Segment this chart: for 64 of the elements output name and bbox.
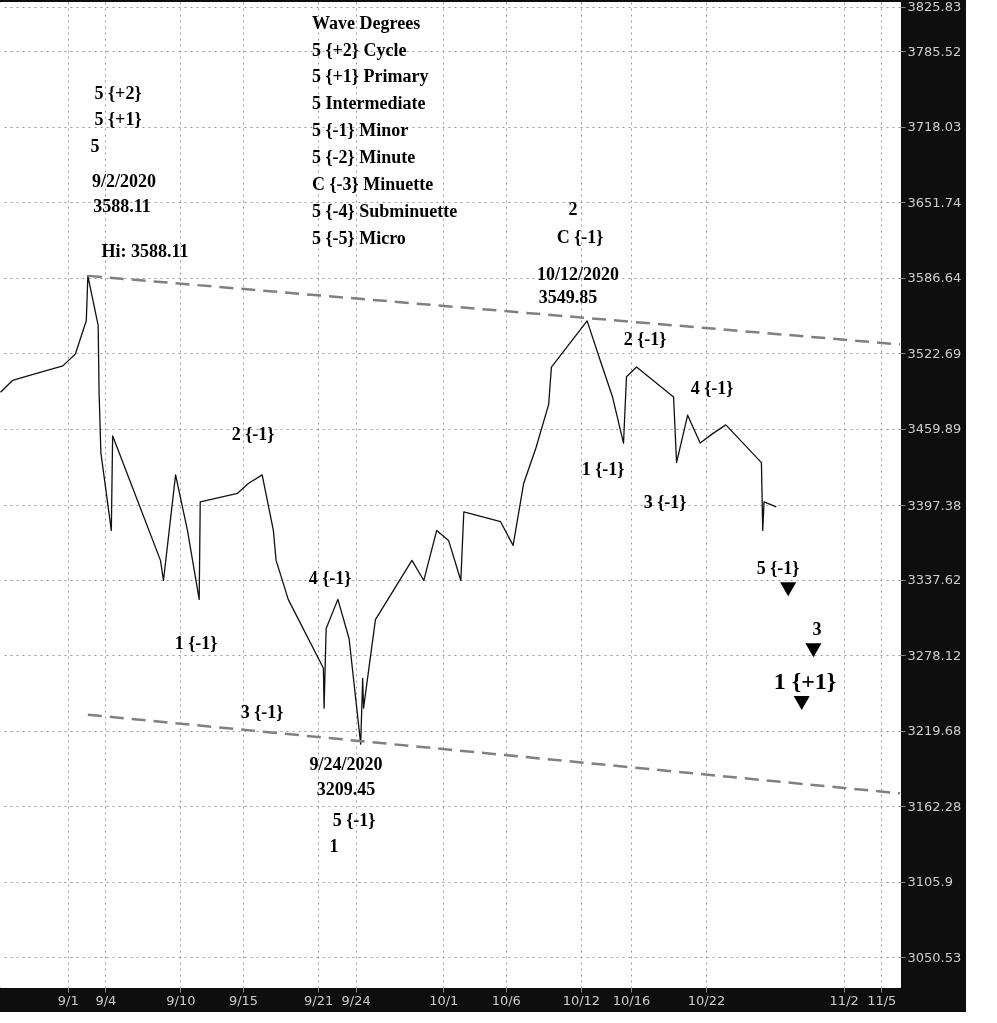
annotation: 9/2/2020	[91, 171, 157, 192]
annotation: 2 {-1}	[623, 328, 667, 349]
annotation: 5 {-1}	[332, 809, 376, 830]
x-tick-label: 9/4	[95, 992, 117, 1008]
y-tick-label: 3162.28	[907, 798, 962, 814]
y-tick-label: 3337.62	[907, 572, 962, 588]
y-tick-label: 3825.83	[907, 0, 962, 15]
x-tick-label: 9/10	[166, 992, 196, 1008]
annotation: 5 {-1} Minor	[312, 120, 409, 141]
annotation: 5 {+1} Primary	[312, 66, 429, 87]
annotation: 1 {+1}	[773, 667, 837, 694]
y-tick-label: 3278.12	[907, 647, 962, 663]
annotation: 3 {-1}	[643, 492, 687, 513]
annotation: 4 {-1}	[308, 568, 352, 589]
y-tick-label: 3718.03	[907, 119, 962, 135]
x-tick-label: 9/15	[228, 992, 259, 1008]
y-tick-label: 3785.52	[907, 43, 962, 59]
y-tick-label: 3105.9	[907, 874, 953, 890]
y-tick-label: 3050.53	[907, 949, 962, 965]
annotation: 1 {-1}	[174, 633, 218, 654]
annotation: 3549.85	[538, 286, 598, 307]
annotation: 5 {-1}	[756, 558, 800, 579]
annotation: Hi: 3588.11	[101, 241, 189, 262]
y-tick-label: 3651.74	[907, 194, 962, 210]
annotation: 5 {+2} Cycle	[312, 39, 407, 60]
annotation: C {-3} Minuette	[312, 174, 434, 195]
x-tick-label: 10/12	[562, 992, 601, 1008]
x-tick-label: 11/5	[867, 992, 897, 1008]
annotation: 5	[90, 135, 100, 156]
annotation: 3588.11	[93, 195, 151, 216]
y-tick-label: 3459.89	[907, 421, 962, 437]
x-tick-label: 9/21	[303, 992, 334, 1008]
annotation: 2	[568, 198, 578, 219]
point	[805, 643, 822, 658]
annotation: 5 Intermediate	[312, 93, 426, 114]
point	[793, 696, 810, 710]
y-tick-label: 3586.64	[907, 270, 962, 286]
annotation: 5 {-4} Subminuette	[312, 200, 458, 221]
annotation: 1 {-1}	[581, 458, 625, 479]
annotation: 3	[812, 619, 822, 640]
x-tick-label: 10/1	[429, 992, 459, 1008]
annotation: 5 {-2} Minute	[312, 147, 416, 168]
y-tick-label: 3219.68	[907, 723, 962, 739]
point	[780, 582, 797, 597]
annotation: Wave Degrees	[312, 12, 421, 33]
annotation: 5 {+2}	[94, 82, 142, 103]
x-tick-label: 9/24	[341, 992, 371, 1008]
y-tick-label: 3397.38	[907, 497, 962, 513]
annotation: 3 {-1}	[240, 702, 284, 723]
annotation: 4 {-1}	[690, 378, 734, 399]
x-tick-label: 11/2	[829, 992, 859, 1008]
annotation: 2 {-1}	[231, 424, 275, 445]
y-tick-label: 3522.69	[907, 345, 962, 361]
annotation: 5 {+1}	[94, 109, 142, 130]
annotation: 5 {-5} Micro	[312, 227, 406, 248]
x-tick-label: 10/6	[491, 992, 521, 1008]
annotation: 10/12/2020	[536, 263, 620, 284]
annotation: 9/24/2020	[309, 754, 383, 775]
annotation: 1	[329, 836, 339, 857]
annotation: C {-1}	[556, 227, 604, 248]
x-tick-label: 10/22	[687, 992, 726, 1008]
x-tick-label: 9/1	[57, 992, 79, 1008]
x-tick-label: 10/16	[612, 992, 651, 1008]
annotation: 3209.45	[316, 779, 376, 799]
